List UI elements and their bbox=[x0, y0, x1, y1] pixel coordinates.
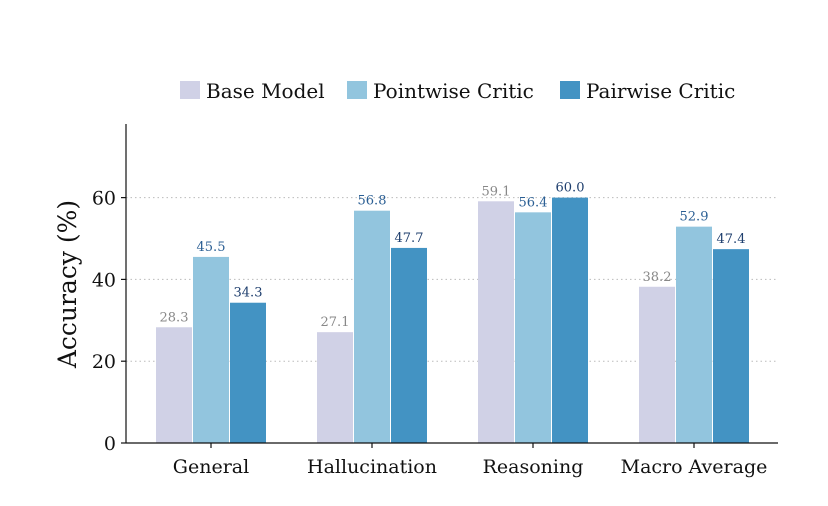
bar-pointwise-critic-reasoning bbox=[515, 212, 551, 443]
data-label: 47.7 bbox=[395, 231, 424, 246]
data-label: 45.5 bbox=[197, 240, 226, 255]
y-tick-label: 0 bbox=[104, 433, 116, 455]
y-axis-label: Accuracy (%) bbox=[53, 200, 82, 369]
x-tick-label: Macro Average bbox=[621, 456, 768, 478]
bar-pointwise-critic-general bbox=[193, 256, 229, 443]
data-label: 34.3 bbox=[234, 286, 263, 301]
x-tick-label: General bbox=[173, 456, 249, 478]
bar-base-model-general bbox=[156, 327, 192, 443]
x-tick-label: Reasoning bbox=[483, 456, 584, 478]
legend-swatch-pointwise-critic bbox=[347, 81, 367, 99]
data-label: 52.9 bbox=[680, 210, 709, 225]
x-tick-label: Hallucination bbox=[307, 456, 437, 478]
bar-pointwise-critic-hallucination bbox=[354, 210, 390, 443]
bar-pointwise-critic-macro-average bbox=[676, 226, 712, 443]
bar-pairwise-critic-hallucination bbox=[391, 247, 427, 443]
y-tick-label: 40 bbox=[92, 269, 116, 291]
data-label: 28.3 bbox=[160, 310, 189, 325]
legend: Base Model Pointwise Critic Pairwise Criti… bbox=[180, 79, 735, 103]
y-tick-label: 20 bbox=[92, 351, 116, 373]
data-label: 38.2 bbox=[643, 270, 672, 285]
data-label: 56.8 bbox=[358, 194, 387, 209]
data-label: 60.0 bbox=[556, 181, 585, 196]
bar-base-model-macro-average bbox=[639, 286, 675, 443]
axes-group: 0 20 40 60 General Hallucination Reasoning Macr… bbox=[92, 124, 778, 478]
legend-swatch-pairwise-critic bbox=[560, 81, 580, 99]
bar-pairwise-critic-general bbox=[230, 302, 266, 443]
y-tick-label: 60 bbox=[92, 188, 116, 210]
bar-base-model-hallucination bbox=[317, 332, 353, 443]
legend-label: Base Model bbox=[206, 79, 325, 103]
bars-group bbox=[156, 197, 749, 443]
data-label: 47.4 bbox=[717, 232, 746, 247]
legend-label: Pairwise Critic bbox=[586, 79, 735, 103]
data-labels-group: 28.3 27.1 59.1 38.2 45.5 56.8 56.4 52.9 34.3 47.7… bbox=[160, 181, 746, 331]
bar-pairwise-critic-reasoning bbox=[552, 197, 588, 443]
data-label: 56.4 bbox=[519, 195, 548, 210]
bar-pairwise-critic-macro-average bbox=[713, 249, 749, 443]
legend-label: Pointwise Critic bbox=[373, 79, 534, 103]
bar-base-model-reasoning bbox=[478, 201, 514, 443]
data-label: 27.1 bbox=[321, 315, 350, 330]
data-label: 59.1 bbox=[482, 184, 511, 199]
legend-swatch-base-model bbox=[180, 81, 200, 99]
